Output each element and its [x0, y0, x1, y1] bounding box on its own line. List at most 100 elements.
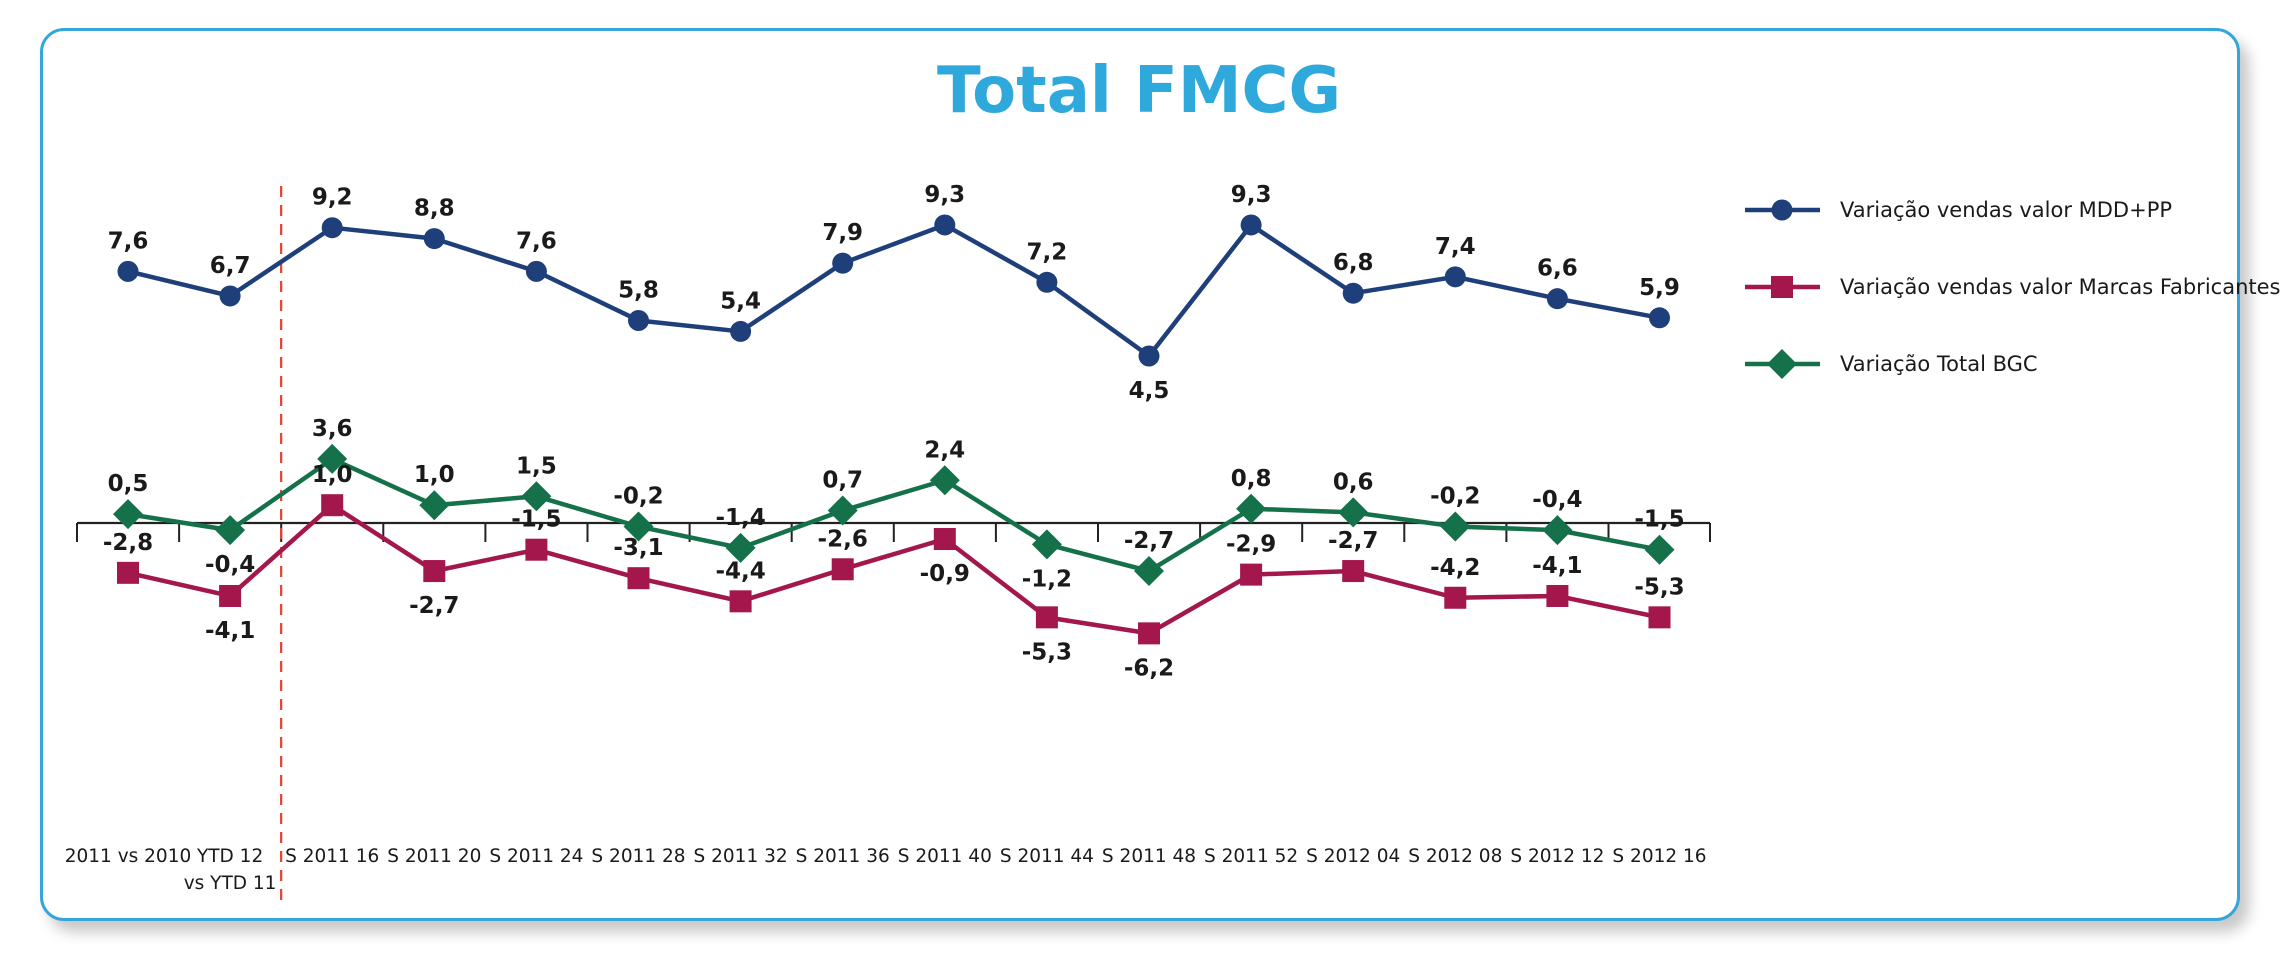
- data-label: -4,1: [1532, 553, 1582, 579]
- legend-label: Variação vendas valor MDD+PP: [1840, 198, 2172, 222]
- data-label: 7,6: [108, 228, 149, 254]
- data-label: 0,7: [822, 468, 863, 494]
- data-point-diamond: [1134, 556, 1164, 587]
- data-point-square: [1240, 563, 1263, 586]
- data-point-circle: [832, 252, 854, 274]
- data-point-square: [1342, 560, 1365, 583]
- data-label: -1,5: [1634, 507, 1684, 533]
- data-point-diamond: [725, 532, 756, 563]
- legend-label: Variação Total BGC: [1840, 352, 2038, 376]
- x-tick-label: S 2011 32: [694, 846, 788, 867]
- data-point-square: [321, 494, 344, 517]
- data-point-diamond: [1440, 511, 1471, 542]
- data-label: -4,4: [715, 558, 765, 584]
- data-label: -2,8: [103, 530, 153, 556]
- data-point-square: [1138, 622, 1160, 645]
- data-label: -1,2: [1022, 566, 1072, 592]
- data-label: -2,7: [409, 593, 459, 619]
- data-label: -1,4: [715, 505, 765, 531]
- data-point-diamond: [113, 499, 143, 530]
- data-point-square: [933, 528, 956, 551]
- data-point-diamond: [827, 495, 858, 526]
- x-tick-label: YTD 12: [196, 846, 263, 867]
- data-label: 5,4: [720, 288, 761, 314]
- data-label: -4,1: [205, 618, 255, 644]
- data-label: 0,8: [1231, 466, 1272, 492]
- data-label: 2,4: [924, 437, 965, 463]
- data-point-diamond: [929, 465, 960, 496]
- data-label: 1,5: [516, 453, 557, 479]
- data-label: -0,4: [205, 552, 255, 578]
- data-label: 0,5: [108, 471, 149, 497]
- x-tick-label: S 2011 24: [489, 846, 583, 867]
- data-label: 8,8: [414, 196, 455, 222]
- x-tick-label: S 2012 16: [1612, 846, 1706, 867]
- data-label: 4,5: [1129, 378, 1170, 404]
- data-label: 1,0: [414, 462, 455, 488]
- data-label: -5,3: [1022, 639, 1072, 665]
- x-tick-label: S 2011 44: [1000, 846, 1094, 867]
- x-tick-label: S 2011 48: [1102, 846, 1196, 867]
- data-label: 7,6: [516, 228, 557, 254]
- data-point-circle: [1444, 266, 1466, 288]
- data-point-circle: [730, 320, 752, 342]
- data-label: 6,7: [210, 253, 251, 279]
- data-point-circle: [1036, 271, 1058, 293]
- chart-title: Total FMCG: [937, 54, 1341, 128]
- data-point-square: [1444, 586, 1467, 609]
- data-label: -0,2: [1430, 484, 1480, 510]
- data-label: 6,6: [1537, 256, 1578, 282]
- data-point-diamond: [1644, 534, 1675, 565]
- data-point-circle: [1649, 307, 1670, 329]
- data-point-circle: [321, 217, 343, 239]
- series-line-2: [127, 502, 1660, 636]
- data-labels: 7,6 6,7 9,2 8,8 7,6 5,8 5,4 7,9 9,3 7,2 4,5 9,3 6,8 7…: [103, 182, 1685, 681]
- data-label: -6,2: [1124, 655, 1174, 681]
- data-point-circle: [1546, 288, 1568, 310]
- data-label: 7,4: [1435, 234, 1476, 260]
- series-line-3: [127, 456, 1660, 574]
- x-tick-label: S 2012 12: [1510, 846, 1604, 867]
- x-tick-label: vs YTD 11: [184, 873, 277, 894]
- x-tick-label: S 2011 40: [898, 846, 992, 867]
- x-tick-label: S 2012 04: [1306, 846, 1400, 867]
- data-label: 0,6: [1333, 469, 1374, 495]
- data-label: -4,2: [1430, 555, 1480, 581]
- data-point-circle: [219, 285, 241, 307]
- legend-marker-circle: [1771, 199, 1793, 221]
- data-point-circle: [117, 260, 139, 282]
- data-point-square: [1035, 606, 1058, 629]
- data-point-diamond: [521, 481, 552, 512]
- x-tick-label: S 2011 16: [285, 846, 379, 867]
- data-point-square: [1546, 584, 1569, 607]
- data-point-square: [525, 538, 548, 561]
- data-label: 6,8: [1333, 250, 1374, 276]
- data-point-square: [627, 567, 650, 590]
- data-point-circle: [525, 260, 547, 282]
- x-tick-label: 2011 vs 2010: [65, 846, 192, 867]
- series-layer: [113, 214, 1675, 645]
- data-point-diamond: [215, 515, 246, 546]
- legend-marker-diamond: [1767, 349, 1797, 379]
- data-label: 9,3: [924, 182, 965, 208]
- data-label: -0,9: [920, 561, 970, 587]
- legend-marker-square: [1771, 276, 1793, 298]
- data-label: 7,9: [822, 220, 863, 246]
- data-label: 5,9: [1639, 275, 1680, 301]
- x-tick-label: S 2011 36: [796, 846, 890, 867]
- data-point-square: [729, 590, 752, 613]
- data-label: 3,6: [312, 416, 353, 442]
- data-point-circle: [1342, 282, 1364, 304]
- data-point-diamond: [317, 443, 348, 474]
- data-label: -1,5: [511, 507, 561, 533]
- legend: Variação vendas valor MDD+PP Variação ven…: [1745, 198, 2280, 379]
- data-label: -2,7: [1124, 528, 1174, 554]
- data-label: 9,2: [312, 185, 353, 211]
- data-label: 1,0: [312, 462, 353, 488]
- data-point-square: [831, 558, 854, 581]
- x-tick-label: S 2012 08: [1408, 846, 1502, 867]
- data-point-circle: [423, 228, 445, 250]
- data-point-circle: [628, 310, 649, 332]
- data-point-diamond: [1542, 515, 1573, 546]
